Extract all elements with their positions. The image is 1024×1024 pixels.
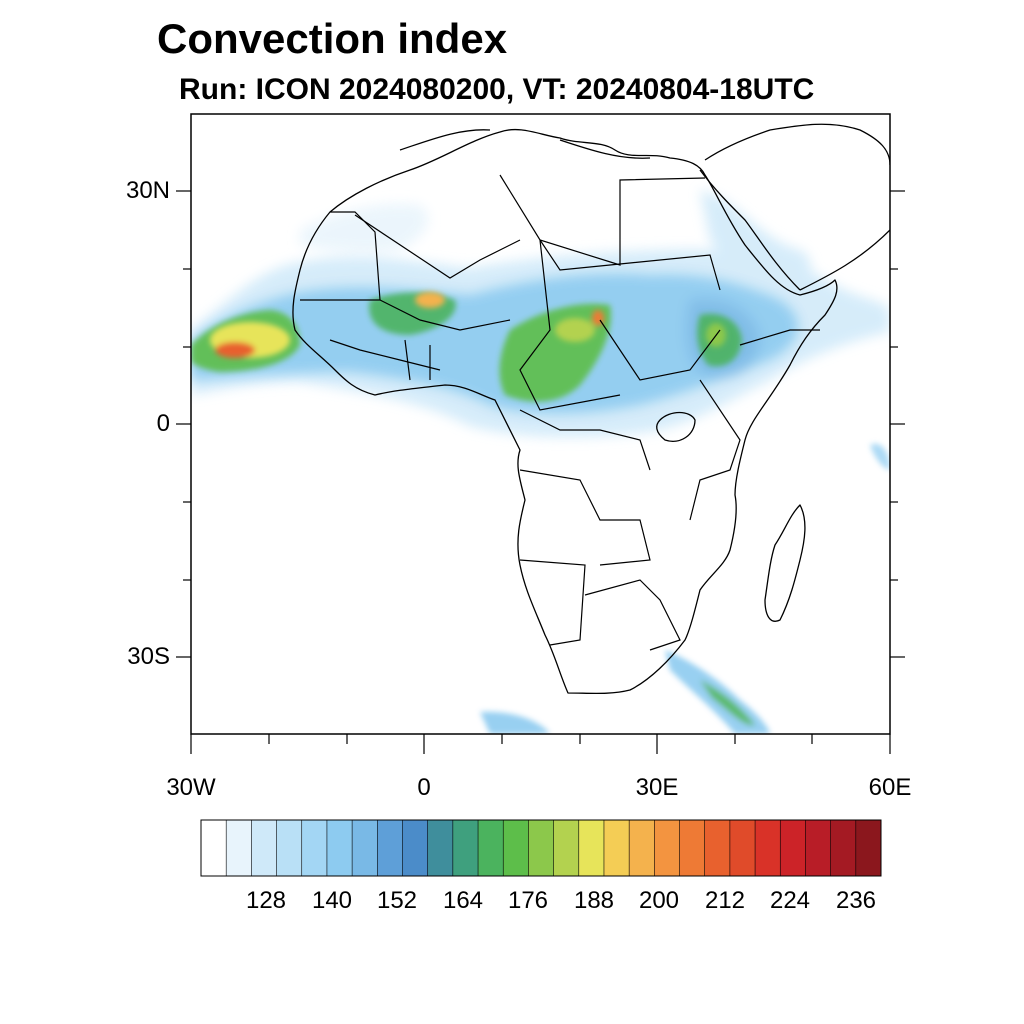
- convection-patch-north: [300, 203, 429, 253]
- madagascar-coastline: [764, 504, 806, 622]
- colorbar-label: 236: [835, 887, 877, 914]
- convection-green-southern-ocean: [700, 680, 755, 726]
- convection-core-atlantic-hot: [215, 342, 255, 358]
- colorbar-swatch: [578, 820, 605, 876]
- y-tick-label-30s: 30S: [127, 643, 170, 670]
- colorbar-swatch: [301, 820, 328, 876]
- border-libya-egypt: [499, 174, 706, 266]
- country-borders: [300, 174, 820, 651]
- x-tick-label-30e: 30E: [635, 774, 679, 801]
- colorbar-label: 224: [769, 887, 811, 914]
- colorbar-swatch: [855, 820, 882, 876]
- colorbar-swatch: [352, 820, 378, 876]
- colorbar-swatch: [553, 820, 580, 876]
- colorbar-swatch: [201, 820, 227, 876]
- colorbar-swatch: [654, 820, 680, 876]
- border-algeria-mali: [354, 214, 521, 279]
- y-tick-label-0: 0: [156, 410, 170, 437]
- colorbar-swatch: [830, 820, 857, 876]
- chart-subtitle: Run: ICON 2024080200, VT: 20240804-18UTC: [179, 73, 815, 106]
- colorbar-swatch: [679, 820, 706, 876]
- colorbar-swatch: [780, 820, 806, 876]
- border-chad-car: [519, 239, 621, 411]
- colorbar-swatch: [629, 820, 655, 876]
- colorbar-swatch: [251, 820, 277, 876]
- y-tick-label-30n: 30N: [125, 177, 170, 204]
- africa-coastline: [292, 128, 838, 695]
- lake-victoria: [656, 411, 696, 442]
- convection-core-sahel: [415, 292, 445, 308]
- colorbar-swatch: [377, 820, 403, 876]
- border-mauritania: [330, 211, 381, 301]
- colorbar-label: 164: [442, 887, 484, 914]
- colorbar-swatch: [805, 820, 831, 876]
- colorbar-swatch: [528, 820, 554, 876]
- colorbar-label: 212: [704, 887, 746, 914]
- colorbar-swatch: [402, 820, 428, 876]
- colorbar-label: 176: [507, 887, 549, 914]
- colorbar-swatch: [452, 820, 479, 876]
- colorbar-label: 152: [376, 887, 418, 914]
- convection-patch-madagascar-channel: [870, 443, 890, 470]
- colorbar-label: 140: [311, 887, 353, 914]
- colorbar-swatch: [427, 820, 454, 876]
- colorbar-swatch: [326, 820, 353, 876]
- convection-field: [191, 190, 890, 734]
- coastlines: [292, 123, 890, 695]
- x-ticks: [190, 734, 891, 754]
- colorbar-swatch: [503, 820, 529, 876]
- colorbar-label: 200: [638, 887, 680, 914]
- x-tick-label-0: 0: [417, 774, 431, 801]
- arabia-coastline: [704, 123, 890, 291]
- border-south-sudan: [599, 319, 721, 381]
- border-east-africa: [689, 379, 741, 521]
- colorbar: [200, 819, 882, 877]
- colorbar-swatch: [603, 820, 630, 876]
- border-southern: [584, 579, 681, 651]
- colorbar-swatch: [729, 820, 756, 876]
- y-ticks: [176, 190, 905, 658]
- mediterranean-coast: [399, 129, 651, 159]
- colorbar-border: [200, 819, 882, 877]
- convection-patch-south-atlantic: [480, 711, 550, 734]
- border-congo: [519, 409, 651, 471]
- convection-core-central: [555, 318, 595, 342]
- red-sea-coast: [699, 169, 801, 291]
- border-west-africa: [329, 339, 441, 381]
- border-sahel: [300, 299, 511, 331]
- colorbar-swatch: [226, 820, 252, 876]
- chart-title: Convection index: [157, 15, 508, 62]
- colorbar-swatch: [704, 820, 731, 876]
- colorbar-swatch: [276, 820, 303, 876]
- x-tick-label-60e: 60E: [868, 774, 912, 801]
- x-tick-label-30w: 30W: [166, 774, 216, 801]
- colorbar-swatch: [478, 820, 504, 876]
- border-angola-zambia: [519, 469, 651, 566]
- border-horn: [739, 329, 820, 346]
- colorbar-label: 128: [245, 887, 287, 914]
- border-namibia: [519, 559, 586, 646]
- colorbar-swatch: [755, 820, 781, 876]
- border-sudan: [539, 239, 721, 291]
- colorbar-label: 188: [573, 887, 615, 914]
